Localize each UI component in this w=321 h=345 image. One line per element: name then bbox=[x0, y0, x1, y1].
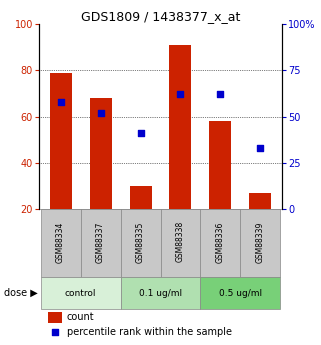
Bar bbox=[49, 73, 72, 209]
Point bbox=[98, 110, 103, 116]
Bar bbox=[48, 312, 62, 323]
Bar bbox=[210, 121, 231, 209]
Text: 0.5 ug/ml: 0.5 ug/ml bbox=[219, 288, 262, 298]
Bar bbox=[40, 277, 120, 309]
Point bbox=[258, 145, 263, 151]
Bar bbox=[120, 209, 160, 277]
Text: GSM88335: GSM88335 bbox=[136, 221, 145, 263]
Bar bbox=[169, 45, 192, 209]
Text: 0.1 ug/ml: 0.1 ug/ml bbox=[139, 288, 182, 298]
Text: count: count bbox=[66, 312, 94, 322]
Bar bbox=[201, 209, 240, 277]
Bar bbox=[160, 209, 201, 277]
Point bbox=[138, 130, 143, 136]
Bar bbox=[81, 209, 120, 277]
Bar bbox=[120, 277, 201, 309]
Text: GSM88338: GSM88338 bbox=[176, 221, 185, 263]
Text: GSM88334: GSM88334 bbox=[56, 221, 65, 263]
Text: GSM88339: GSM88339 bbox=[256, 221, 265, 263]
Point bbox=[53, 329, 58, 334]
Point bbox=[218, 92, 223, 97]
Point bbox=[58, 99, 63, 105]
Point bbox=[178, 92, 183, 97]
Text: GSM88336: GSM88336 bbox=[216, 221, 225, 263]
Bar bbox=[201, 277, 281, 309]
Bar bbox=[40, 209, 81, 277]
Text: dose ▶: dose ▶ bbox=[4, 288, 37, 298]
Text: percentile rank within the sample: percentile rank within the sample bbox=[66, 327, 231, 337]
Title: GDS1809 / 1438377_x_at: GDS1809 / 1438377_x_at bbox=[81, 10, 240, 23]
Bar bbox=[249, 193, 272, 209]
Bar bbox=[90, 98, 111, 209]
Bar bbox=[240, 209, 281, 277]
Text: GSM88337: GSM88337 bbox=[96, 221, 105, 263]
Text: control: control bbox=[65, 288, 96, 298]
Bar bbox=[129, 186, 152, 209]
